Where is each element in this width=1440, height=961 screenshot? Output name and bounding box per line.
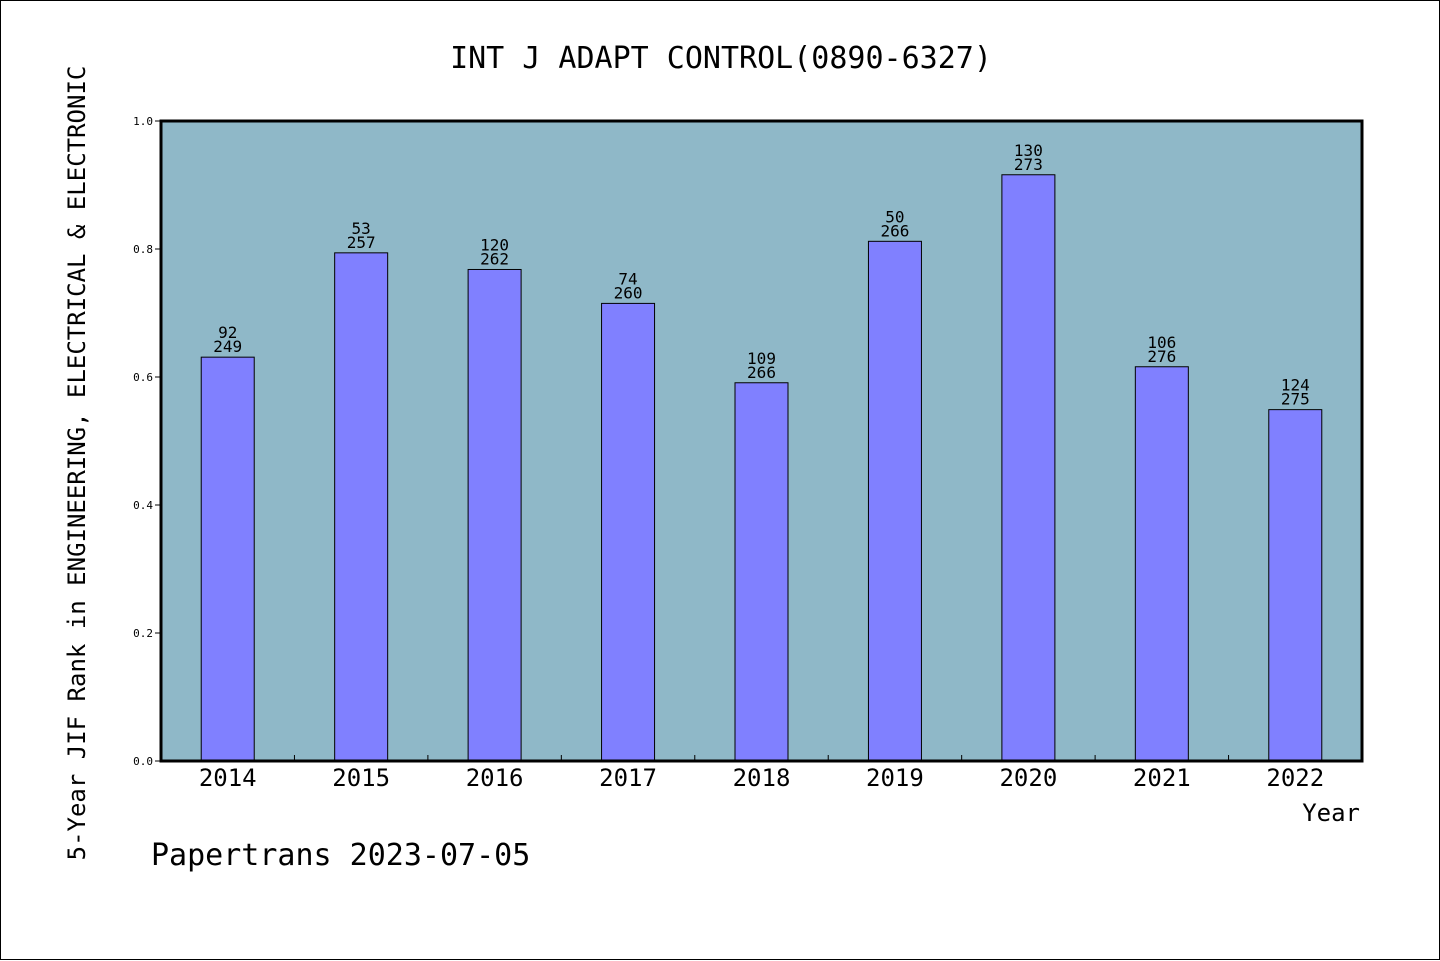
bar-label-total: 275 xyxy=(1281,390,1310,409)
bar-label-total: 266 xyxy=(880,221,909,240)
y-tick-label: 1.0 xyxy=(133,115,153,128)
bar-label-rank: 109 xyxy=(747,349,776,368)
x-tick-label: 2020 xyxy=(999,764,1057,792)
bar-2018 xyxy=(734,382,789,762)
x-tick-label: 2018 xyxy=(733,764,791,792)
bar-2015 xyxy=(334,252,389,762)
x-tick-label: 2017 xyxy=(599,764,657,792)
y-axis-ticks: 0.0 0.2 0.4 0.6 0.8 1.0 xyxy=(133,115,161,768)
bar-2020 xyxy=(1001,174,1056,762)
x-tick-label: 2015 xyxy=(332,764,390,792)
bar-label-total: 249 xyxy=(213,337,242,356)
bar-label-rank: 92 xyxy=(218,323,237,342)
bar-2019 xyxy=(867,240,922,762)
bar-label-rank: 74 xyxy=(618,269,637,288)
bar-label-total: 262 xyxy=(480,249,509,268)
bar-label-total: 260 xyxy=(614,283,643,302)
bar-label-rank: 124 xyxy=(1281,376,1310,395)
x-axis-label: Year xyxy=(1302,799,1360,827)
footer-date: Papertrans 2023-07-05 xyxy=(151,838,530,873)
y-tick-label: 0.8 xyxy=(133,243,153,256)
bar-label-total: 276 xyxy=(1147,347,1176,366)
bar-label-rank: 53 xyxy=(352,219,371,238)
bar-2022 xyxy=(1268,409,1323,762)
plot-border xyxy=(159,119,1364,763)
x-axis-ticks: 2014 2015 2016 2017 2018 2019 2020 2021 2022 xyxy=(199,755,1324,792)
x-tick-label: 2019 xyxy=(866,764,924,792)
bar-label-total: 257 xyxy=(347,233,376,252)
x-tick-label: 2021 xyxy=(1133,764,1191,792)
bar-label-rank: 50 xyxy=(885,207,904,226)
y-tick-label: 0.2 xyxy=(133,627,153,640)
bar-label-total: 266 xyxy=(747,363,776,382)
x-tick-label: 2014 xyxy=(199,764,257,792)
y-tick-label: 0.0 xyxy=(133,755,153,768)
x-tick-label: 2022 xyxy=(1266,764,1324,792)
bar-2021 xyxy=(1134,366,1189,762)
bar-2014 xyxy=(200,356,255,762)
y-tick-label: 0.6 xyxy=(133,371,153,384)
bar-label-total: 273 xyxy=(1014,155,1043,174)
bar-label-rank: 120 xyxy=(480,235,509,254)
chart-title: INT J ADAPT CONTROL(0890-6327) xyxy=(450,41,992,76)
bar-2016 xyxy=(467,268,522,762)
bar-2017 xyxy=(601,302,656,762)
bar-label-rank: 130 xyxy=(1014,141,1043,160)
x-tick-label: 2016 xyxy=(466,764,524,792)
bar-label-rank: 106 xyxy=(1147,333,1176,352)
y-axis-label: 5-Year JIF Rank in ENGINEERING, ELECTRIC… xyxy=(63,66,91,861)
y-tick-label: 0.4 xyxy=(133,499,153,512)
